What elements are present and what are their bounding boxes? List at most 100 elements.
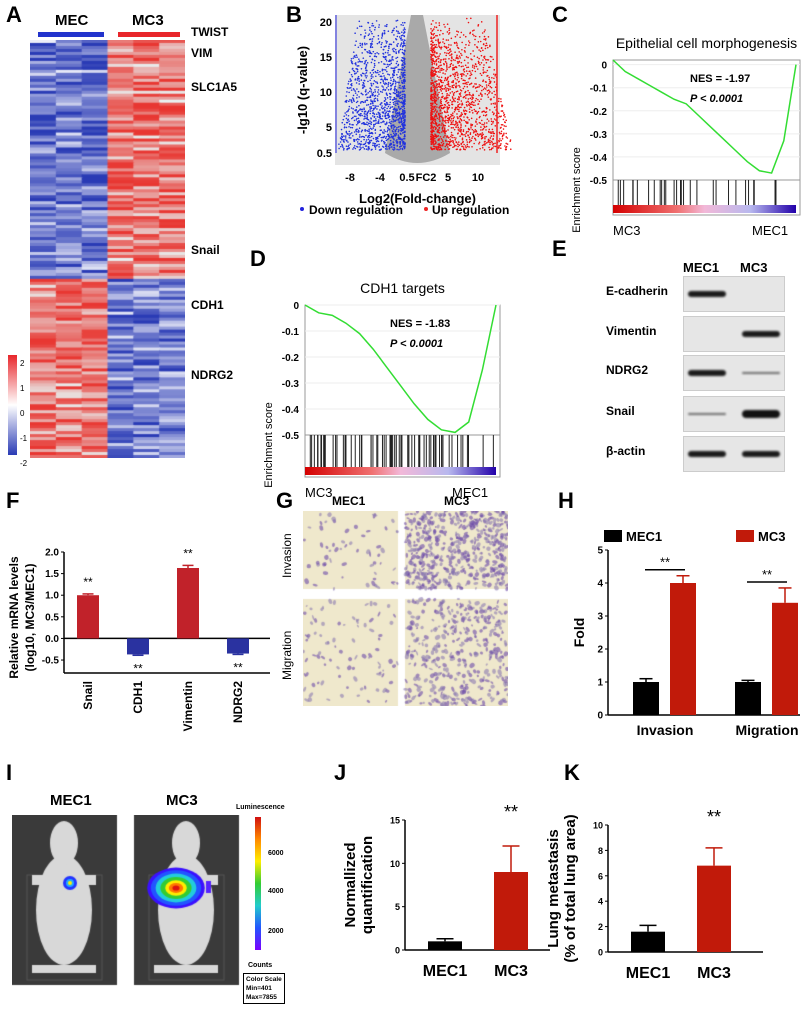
up-point [451, 107, 453, 109]
up-point [491, 92, 493, 94]
up-point [431, 79, 433, 81]
up-point [436, 34, 438, 37]
down-point [355, 123, 358, 126]
scale-box-line: Min=401 [246, 985, 272, 992]
transwell-row-migration: Migration [280, 630, 294, 680]
down-point [391, 31, 393, 34]
up-point [479, 122, 482, 124]
y-tick-label: 10 [320, 87, 332, 99]
up-point [433, 130, 435, 133]
down-point [358, 80, 361, 82]
y-tick-label: 0 [395, 946, 400, 956]
up-point [433, 92, 436, 94]
down-point [349, 137, 352, 139]
down-point [369, 45, 372, 48]
down-point [363, 84, 365, 87]
down-point [404, 142, 406, 144]
up-point [485, 71, 487, 74]
down-point [352, 135, 354, 137]
down-point [390, 120, 392, 123]
down-point [392, 101, 395, 104]
up-point [478, 61, 480, 64]
down-point [365, 76, 368, 79]
up-point [454, 97, 456, 100]
down-point [374, 128, 377, 131]
up-point [432, 138, 435, 141]
down-point [403, 80, 405, 83]
down-point [384, 114, 386, 117]
down-point [403, 42, 406, 45]
up-point [458, 98, 460, 100]
down-point [373, 119, 376, 122]
up-point [484, 140, 486, 143]
up-point [462, 73, 464, 75]
down-point [371, 38, 374, 40]
up-point [444, 51, 446, 54]
up-point [444, 73, 446, 75]
down-point [370, 135, 373, 138]
down-point [364, 128, 366, 131]
up-point [445, 139, 447, 142]
down-point [380, 46, 383, 49]
up-point [461, 113, 464, 116]
up-point [452, 73, 454, 75]
down-point [400, 39, 403, 41]
down-point [354, 90, 357, 92]
up-point [437, 55, 439, 58]
down-point [356, 56, 358, 59]
down-point [400, 97, 402, 99]
down-point [379, 109, 381, 111]
down-point [394, 82, 397, 85]
down-point [392, 137, 395, 140]
up-point [438, 91, 440, 94]
down-point [356, 121, 359, 123]
down-point [375, 75, 377, 78]
up-point [437, 149, 439, 151]
up-point [446, 78, 449, 80]
down-point [387, 52, 389, 54]
up-point [465, 146, 467, 149]
down-point [401, 56, 404, 59]
down-point [384, 58, 387, 61]
up-point [441, 104, 444, 107]
down-point [370, 75, 373, 77]
up-point [469, 103, 472, 106]
y-tick-label: 1 [597, 678, 603, 689]
up-point [447, 39, 450, 41]
up-point [499, 132, 501, 135]
color-scale-box: Color Scale Min=401 Max=7855 [243, 973, 285, 1004]
down-point [403, 90, 405, 92]
down-point [352, 112, 354, 114]
up-point [446, 119, 449, 122]
down-point [370, 132, 373, 134]
up-point [433, 74, 436, 76]
up-point [460, 112, 463, 114]
up-point [445, 65, 448, 67]
down-point [403, 119, 406, 121]
up-point [489, 141, 491, 144]
down-point [349, 99, 351, 101]
up-point [445, 100, 447, 103]
down-point [397, 42, 399, 45]
down-point [360, 130, 363, 133]
down-point [387, 145, 390, 148]
up-point [458, 84, 460, 87]
up-point [448, 125, 450, 127]
down-point [343, 123, 346, 126]
legend-down-label: Down regulation [309, 203, 403, 217]
down-point [397, 71, 400, 73]
up-point [430, 93, 433, 96]
up-point [436, 75, 439, 77]
down-point [402, 142, 404, 145]
down-point [386, 110, 388, 112]
down-point [387, 30, 390, 33]
up-point [454, 59, 456, 62]
up-point [450, 140, 453, 142]
up-point [462, 109, 465, 112]
up-point [438, 24, 441, 27]
up-point [447, 88, 450, 90]
up-point [455, 123, 457, 125]
up-point [505, 125, 507, 128]
up-point [430, 109, 433, 111]
down-point [353, 70, 356, 73]
